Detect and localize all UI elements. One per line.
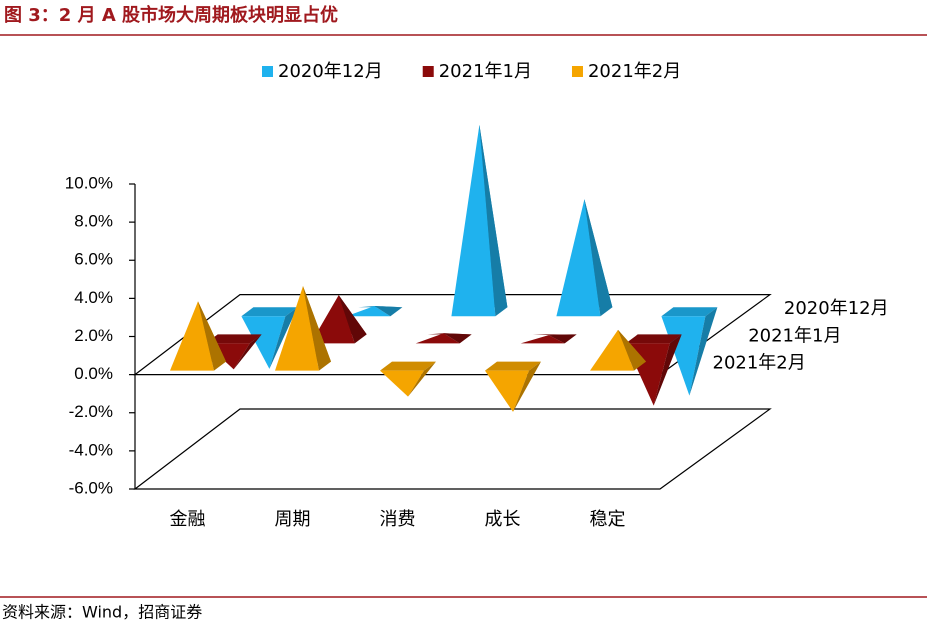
pyramid-face	[380, 361, 436, 371]
x-tick-label: 消费	[380, 509, 416, 530]
pyramid	[451, 124, 508, 317]
pyramid	[310, 295, 367, 344]
pyramid	[346, 306, 403, 317]
pyramid-face	[170, 301, 214, 371]
y-tick-label: 8.0%	[74, 212, 113, 231]
pyramid-face	[241, 307, 298, 317]
y-tick-label: 4.0%	[74, 288, 113, 307]
pyramid	[415, 333, 472, 344]
y-tick-label: 10.0%	[65, 173, 113, 192]
pyramid-face	[205, 334, 262, 344]
pyramid	[520, 334, 577, 344]
pyramid-face	[548, 334, 577, 344]
pyramid-face	[346, 306, 391, 317]
legend-swatch	[422, 66, 434, 77]
legend-swatch	[571, 66, 583, 77]
pyramid-face	[485, 370, 529, 412]
pyramid-face	[233, 334, 262, 370]
y-tick-label: 0.0%	[74, 364, 113, 383]
x-tick-label: 金融	[170, 509, 206, 530]
chart-title: 图 3：2 月 A 股市场大周期板块明显占优	[4, 4, 338, 26]
pyramid-face	[269, 307, 298, 369]
depth-label: 2021年1月	[748, 325, 841, 346]
pyramid-face	[451, 124, 496, 317]
pyramid-face	[584, 199, 613, 317]
pyramid-face	[485, 361, 541, 371]
legend-swatch	[262, 66, 273, 77]
pyramid-face	[661, 307, 718, 317]
x-tick-label: 稳定	[590, 509, 626, 530]
pyramid	[241, 307, 298, 369]
pyramid-face	[689, 307, 718, 396]
pyramid-face	[408, 361, 436, 397]
y-tick-label: 6.0%	[74, 250, 113, 269]
pyramid-face	[520, 335, 565, 344]
pyramid-face	[198, 301, 226, 371]
pyramid-face	[532, 334, 577, 336]
pyramid-face	[443, 333, 472, 344]
pyramid	[380, 361, 436, 397]
pyramid-face	[415, 333, 460, 344]
y-tick-label: 2.0%	[74, 326, 113, 345]
pyramid-face	[625, 334, 682, 344]
pyramid-face	[513, 361, 541, 412]
y-tick-label: -6.0%	[69, 478, 113, 497]
pyramid	[170, 301, 226, 371]
pyramid-face	[380, 370, 424, 397]
depth-label: 2021年2月	[713, 353, 806, 374]
legend-label: 2020年12月	[278, 61, 383, 82]
pyramid-face	[310, 295, 355, 344]
pyramid-face	[556, 199, 601, 317]
pyramid	[485, 361, 541, 412]
pyramid	[590, 329, 646, 371]
pyramid-face	[618, 329, 646, 371]
pyramid-face	[590, 329, 634, 371]
x-tick-label: 周期	[275, 509, 311, 530]
depth-label: 2020年12月	[784, 298, 889, 319]
pyramid	[275, 286, 331, 371]
pyramid-face	[653, 334, 682, 406]
legend-label: 2021年2月	[588, 61, 681, 82]
pyramid-face	[303, 286, 331, 371]
pyramid-face	[338, 295, 367, 344]
y-tick-label: -2.0%	[69, 402, 113, 421]
pyramid-face	[241, 316, 286, 369]
y-tick-label: -4.0%	[69, 440, 113, 459]
pyramid-face	[479, 124, 508, 317]
source: 资料来源：Wind，招商证券	[2, 603, 202, 622]
x-tick-label: 成长	[485, 509, 521, 530]
pyramid	[556, 199, 613, 317]
legend-label: 2021年1月	[439, 61, 532, 82]
floor-plane	[133, 408, 772, 490]
pyramid-face	[374, 306, 403, 317]
pyramid-face	[275, 286, 319, 371]
